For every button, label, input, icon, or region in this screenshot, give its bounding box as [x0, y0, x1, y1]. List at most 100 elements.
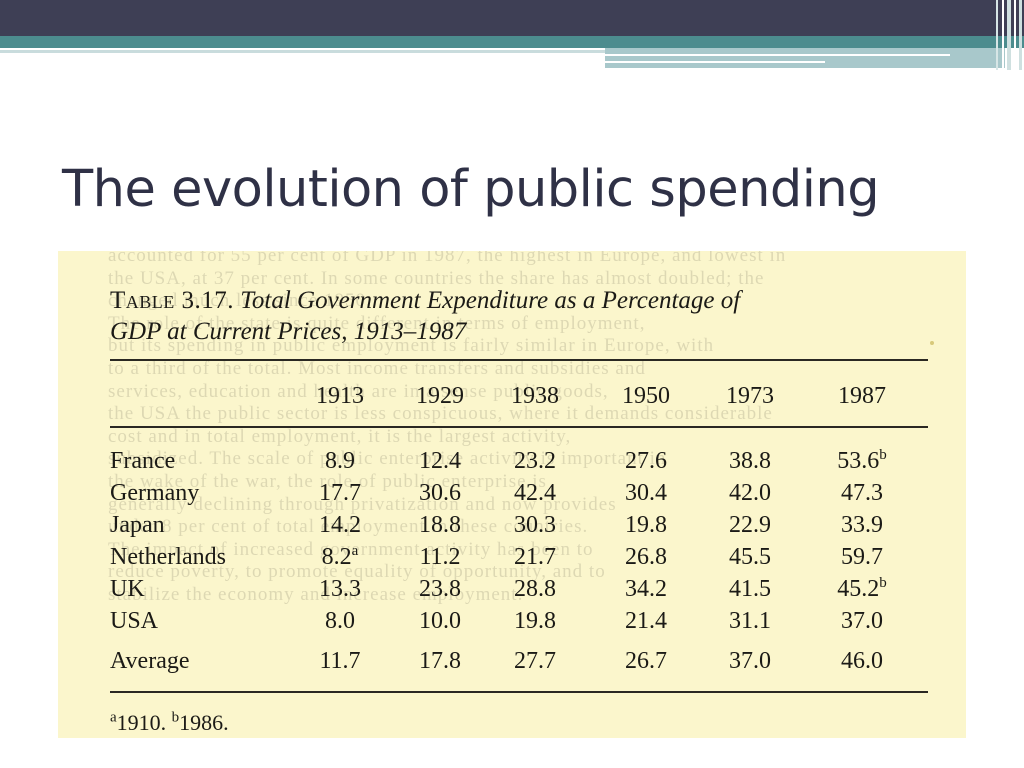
value-number: 30.6	[419, 480, 461, 506]
bleed-through-line: generally declining through privatizatio…	[108, 493, 617, 515]
footnote-marker: b	[879, 575, 887, 591]
value-number: 45.2	[837, 576, 880, 602]
value-number: 21.7	[514, 544, 556, 570]
value-cell: 8.9	[305, 446, 375, 476]
value-number: 11.7	[319, 648, 361, 674]
value-number: 19.8	[514, 608, 556, 634]
bleed-through-line: The impact of increased government activ…	[108, 538, 594, 560]
value-number: 8.9	[325, 448, 355, 474]
slide-accent-band	[0, 36, 1024, 48]
bleed-through-line: the USA, at 37 per cent. In some countri…	[108, 267, 765, 289]
value-cell: 19.8	[495, 606, 575, 636]
value-cell: 45.5	[710, 542, 790, 572]
country-cell: UK	[110, 576, 145, 602]
column-header: 1987	[838, 383, 886, 409]
value-number: 11.2	[419, 544, 461, 570]
value-cell: 28.8	[495, 574, 575, 604]
table-row: Germany 17.7 30.6 42.4 30.4 42.0 47.3	[110, 478, 930, 508]
value-number: 27.7	[514, 648, 556, 674]
value-number: 12.4	[419, 448, 461, 474]
value-number: 26.8	[625, 544, 667, 570]
bleed-through-line: subsidized. The scale of public enterpri…	[108, 448, 667, 470]
bleed-through-line: under 8 per cent of total employment in …	[108, 516, 589, 538]
value-cell: 45.2b	[816, 574, 908, 604]
value-cell: 30.3	[495, 510, 575, 540]
table-row: USA 8.0 10.0 19.8 21.4 31.1 37.0	[110, 606, 930, 636]
slide-top-bar	[0, 0, 1024, 36]
value-cell: 13.3	[305, 574, 375, 604]
bleed-through-line: to a third of the total. Most income tra…	[108, 357, 646, 379]
value-number: 45.5	[729, 544, 771, 570]
table-header-row: 1913 1929 1938 1950 1973 1987	[110, 381, 930, 411]
value-cell: 41.5	[710, 574, 790, 604]
slide-accent-vertical-lines	[992, 0, 1024, 70]
slide-accent-stripe	[605, 61, 825, 63]
bleed-through-line: reduce poverty, to promote equality of o…	[108, 561, 606, 583]
value-number: 8.0	[325, 608, 355, 634]
slide-accent-stripe	[605, 54, 950, 56]
country-cell: USA	[110, 608, 159, 634]
value-cell: 27.7	[495, 646, 575, 676]
value-cell: 26.8	[606, 542, 686, 572]
footnote-marker: b	[879, 447, 887, 463]
value-cell: 34.2	[606, 574, 686, 604]
value-number: 17.7	[319, 480, 361, 506]
table-row: France 8.9 12.4 23.2 27.6 38.8 53.6b	[110, 446, 930, 476]
value-number: 27.6	[625, 448, 667, 474]
value-cell: 14.2	[305, 510, 375, 540]
value-cell: 11.7	[305, 646, 375, 676]
value-cell: 8.2a	[305, 542, 375, 572]
table-caption: Table 3.17. Total Government Expenditure…	[110, 285, 928, 347]
column-header: 1950	[622, 383, 670, 409]
country-cell: France	[110, 448, 176, 474]
value-number: 42.0	[729, 480, 771, 506]
value-number: 19.8	[625, 512, 667, 538]
bleed-through-line: services, education and health are in a …	[108, 380, 609, 402]
value-cell: 47.3	[816, 478, 908, 508]
value-number: 46.0	[841, 648, 883, 674]
value-cell: 33.9	[816, 510, 908, 540]
country-cell: Average	[110, 648, 190, 674]
value-number: 28.8	[514, 576, 556, 602]
value-cell: 12.4	[400, 446, 480, 476]
table-row: Average 11.7 17.8 27.7 26.7 37.0 46.0	[110, 646, 930, 676]
table-title-line2: GDP at Current Prices, 1913–1987	[110, 318, 467, 345]
value-cell: 10.0	[400, 606, 480, 636]
table-row: Netherlands 8.2a 11.2 21.7 26.8 45.5 59.7	[110, 542, 930, 572]
value-cell: 23.8	[400, 574, 480, 604]
country-cell: Japan	[110, 512, 165, 538]
table-bottom-rule	[110, 691, 928, 693]
value-cell: 21.4	[606, 606, 686, 636]
table-footnotes: a1910. b1986.	[110, 709, 229, 737]
value-cell: 59.7	[816, 542, 908, 572]
footnote-marker: a	[351, 543, 359, 559]
column-header: 1929	[416, 383, 464, 409]
value-number: 18.8	[419, 512, 461, 538]
column-header: 1913	[316, 383, 364, 409]
scanned-book-page: accounted for 55 per cent of GDP in 1987…	[58, 251, 966, 738]
slide-accent-box	[605, 48, 1005, 68]
value-number: 14.2	[319, 512, 361, 538]
country-cell: Germany	[110, 480, 200, 506]
value-cell: 27.6	[606, 446, 686, 476]
bleed-through-line: The role of the state is quite different…	[108, 312, 646, 334]
value-number: 26.7	[625, 648, 667, 674]
value-number: 59.7	[841, 544, 883, 570]
value-cell: 38.8	[710, 446, 790, 476]
value-number: 41.5	[729, 576, 771, 602]
bleed-through-line: changed much less since 1950.	[108, 290, 372, 312]
value-cell: 42.4	[495, 478, 575, 508]
value-number: 31.1	[729, 608, 771, 634]
value-cell: 53.6b	[816, 446, 908, 476]
value-cell: 17.8	[400, 646, 480, 676]
value-number: 30.3	[514, 512, 556, 538]
value-cell: 22.9	[710, 510, 790, 540]
value-number: 17.8	[419, 648, 461, 674]
value-number: 53.6	[837, 448, 880, 474]
value-number: 13.3	[319, 576, 361, 602]
bleed-through-line: the wake of the war, the role of public …	[108, 470, 547, 492]
footnote-b-mark: b	[171, 709, 180, 726]
table-header-rule	[110, 426, 928, 428]
value-number: 47.3	[841, 480, 883, 506]
value-cell: 21.7	[495, 542, 575, 572]
